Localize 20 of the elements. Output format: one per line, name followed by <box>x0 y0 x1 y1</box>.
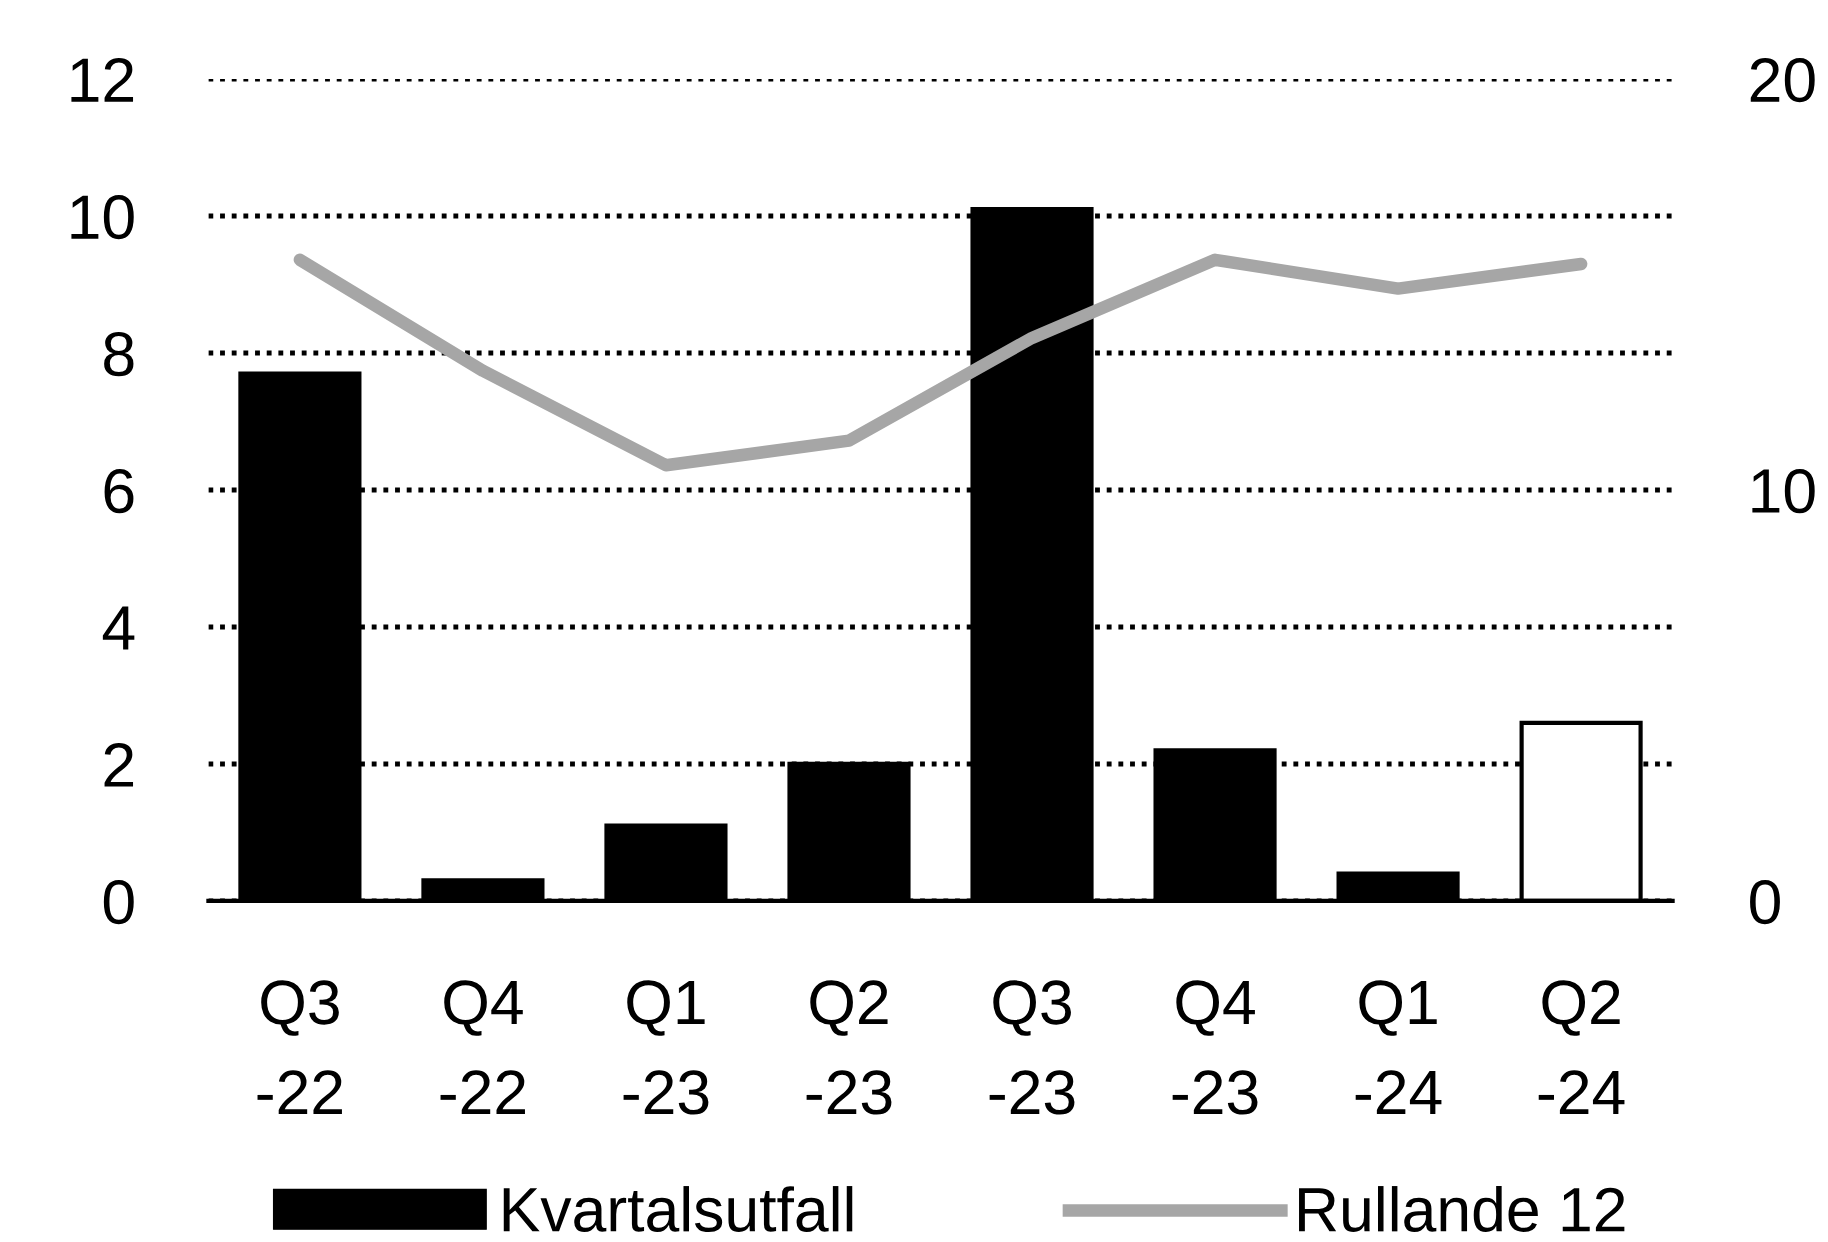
y2-tick-label: 10 <box>1752 468 1815 514</box>
y-tick-label: 0 <box>103 879 134 925</box>
x-tick-label: Q2 -24 <box>1538 980 1625 1114</box>
x-tick-label: Q2 -23 <box>806 980 892 1115</box>
x-tick-label: Q1 -23 <box>623 980 709 1115</box>
x-tick-label: Q4 -23 <box>1172 980 1258 1115</box>
y-tick-label: 4 <box>102 606 135 650</box>
x-tick-label: Q3 -22 <box>257 980 342 1114</box>
y2-tick-label: 0 <box>1750 879 1780 925</box>
x-tick-label: Q3 -23 <box>989 980 1075 1115</box>
legend-label: Kvartalsutfall <box>503 1186 853 1232</box>
y-tick-label: 6 <box>104 468 134 514</box>
y-tick-label: 2 <box>104 742 134 787</box>
y-tick-label: 12 <box>71 58 134 102</box>
y-tick-label: 8 <box>104 331 134 377</box>
y2-tick-label: 20 <box>1750 58 1815 103</box>
legend-label: Rullande 12 <box>1299 1186 1625 1232</box>
y-tick-label: 10 <box>71 194 134 240</box>
x-tick-label: Q4 -22 <box>440 980 525 1114</box>
x-tick-label: Q1 -24 <box>1355 980 1442 1114</box>
